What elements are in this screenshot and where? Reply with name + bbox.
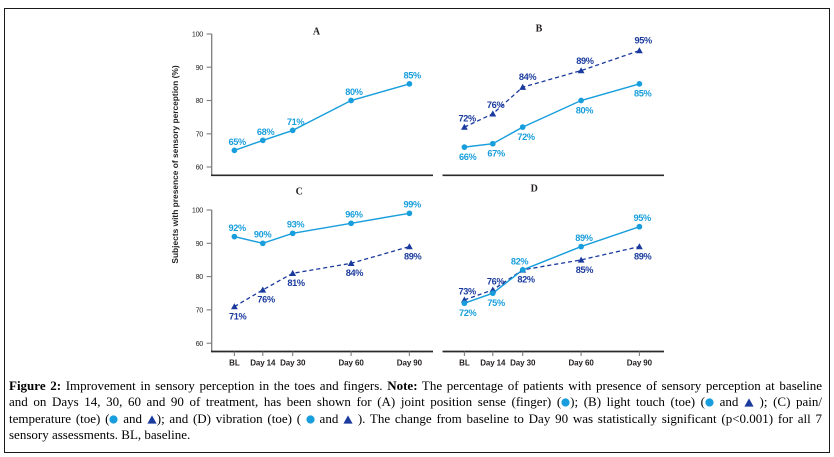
svg-text:A: A [313, 26, 321, 37]
svg-text:60: 60 [196, 339, 204, 348]
svg-text:85%: 85% [576, 265, 594, 275]
svg-text:93%: 93% [287, 220, 305, 230]
svg-text:81%: 81% [287, 278, 305, 288]
svg-text:80: 80 [196, 272, 204, 281]
svg-text:72%: 72% [459, 114, 477, 124]
svg-text:85%: 85% [634, 89, 652, 99]
svg-text:82%: 82% [517, 275, 535, 285]
svg-text:Day 90: Day 90 [627, 359, 653, 368]
svg-text:84%: 84% [519, 72, 537, 82]
svg-text:60: 60 [196, 163, 204, 172]
svg-text:89%: 89% [575, 233, 593, 243]
svg-text:BL: BL [229, 359, 240, 368]
svg-text:70: 70 [196, 129, 204, 138]
svg-text:96%: 96% [345, 210, 363, 220]
svg-text:BL: BL [459, 359, 470, 368]
svg-text:99%: 99% [404, 200, 422, 210]
svg-text:68%: 68% [257, 127, 275, 137]
svg-text:90%: 90% [254, 230, 272, 240]
svg-text:84%: 84% [346, 268, 364, 278]
svg-text:85%: 85% [404, 70, 422, 80]
svg-text:65%: 65% [229, 137, 247, 147]
svg-text:B: B [536, 23, 543, 34]
svg-text:92%: 92% [229, 223, 247, 233]
svg-text:71%: 71% [229, 311, 247, 321]
svg-text:89%: 89% [634, 251, 652, 261]
svg-text:70: 70 [196, 306, 204, 315]
svg-text:Day 90: Day 90 [397, 359, 423, 368]
svg-text:95%: 95% [635, 36, 653, 46]
svg-text:100: 100 [192, 206, 203, 215]
svg-text:Day 14: Day 14 [480, 359, 506, 368]
svg-text:90: 90 [196, 63, 204, 72]
svg-text:66%: 66% [459, 152, 477, 162]
svg-text:89%: 89% [576, 56, 594, 66]
svg-text:80: 80 [196, 96, 204, 105]
svg-text:Subjects with presence of sens: Subjects with presence of sensory percep… [170, 65, 180, 263]
svg-text:100: 100 [192, 30, 203, 39]
svg-text:C: C [296, 186, 303, 197]
svg-text:82%: 82% [511, 256, 529, 266]
svg-text:D: D [531, 183, 538, 194]
svg-text:Day 14: Day 14 [250, 359, 276, 368]
svg-text:72%: 72% [517, 132, 535, 142]
svg-text:80%: 80% [576, 105, 594, 115]
svg-text:72%: 72% [459, 308, 477, 318]
svg-text:76%: 76% [257, 295, 275, 305]
svg-text:76%: 76% [487, 276, 505, 286]
svg-text:Day 30: Day 30 [280, 359, 306, 368]
svg-text:80%: 80% [345, 87, 363, 97]
svg-text:71%: 71% [287, 117, 305, 127]
svg-text:89%: 89% [404, 251, 422, 261]
svg-text:73%: 73% [459, 286, 477, 296]
svg-text:76%: 76% [487, 100, 505, 110]
svg-text:Day 30: Day 30 [510, 359, 536, 368]
svg-text:67%: 67% [487, 149, 505, 159]
svg-text:90: 90 [196, 239, 204, 248]
svg-text:Day 60: Day 60 [568, 359, 594, 368]
svg-text:95%: 95% [634, 213, 652, 223]
svg-text:Day 60: Day 60 [338, 359, 364, 368]
svg-text:75%: 75% [487, 298, 505, 308]
